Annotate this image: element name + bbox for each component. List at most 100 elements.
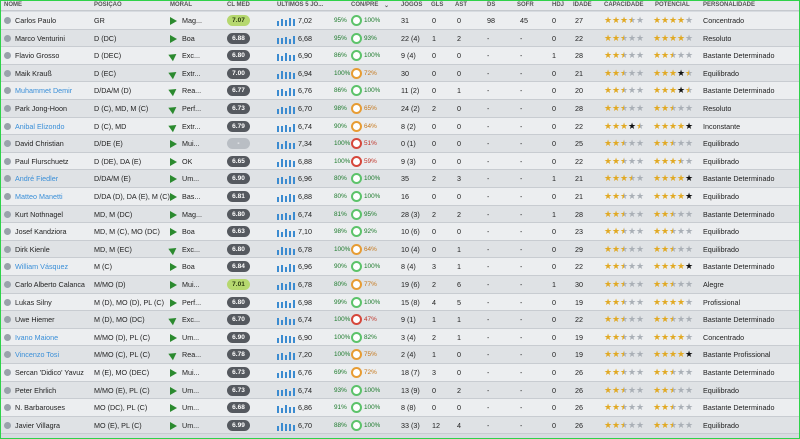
- form-bars-icon: [277, 333, 297, 343]
- recent-average: 7,02: [298, 16, 312, 25]
- star-icon: ★: [677, 419, 685, 430]
- table-row[interactable]: Park Jong-Hoon D (C), MD, M (C) Perf... 6.7…: [1, 100, 799, 118]
- star-icon: ★: [604, 402, 612, 413]
- form-bar: [277, 373, 279, 378]
- player-name[interactable]: Javier Villagra: [15, 420, 61, 430]
- table-row[interactable]: David Christian D/DE (E) Mui... - 7,34 100% 51…: [1, 135, 799, 153]
- player-name[interactable]: Anibal Elizondo: [15, 121, 65, 131]
- player-name[interactable]: Maik Krauß: [15, 68, 52, 78]
- col-posicao[interactable]: POSIÇÃO: [94, 2, 122, 8]
- player-name[interactable]: Sercan 'Didico' Yavuz: [15, 368, 84, 377]
- table-row[interactable]: Javier Villagra MO (E), PL (C) Um... 6.99 6,…: [1, 416, 799, 435]
- col-capacidade[interactable]: CAPACIDADE: [604, 2, 644, 8]
- star-icon: ★: [669, 226, 677, 237]
- col-nome[interactable]: NOME: [4, 2, 22, 8]
- table-row[interactable]: Matteo Manetti D/DA (D), DA (E), M (C) Bas…: [1, 188, 799, 206]
- star-icon: ★: [677, 349, 685, 360]
- player-name[interactable]: Paul Flurschuetz: [15, 156, 69, 166]
- table-row[interactable]: Muhammet Demir D/DA/M (D) Rea... 6.77 6,76 86…: [1, 82, 799, 100]
- player-name[interactable]: Marco Venturini: [15, 33, 65, 43]
- player-of-match: 1: [552, 174, 556, 184]
- col-potencial[interactable]: POTENCIAL: [655, 2, 690, 8]
- table-row[interactable]: Carlo Alberto Calanca M/MO (D) Mui... 7.01 6…: [1, 276, 799, 294]
- col-ultimos[interactable]: ÚLTIMOS 5 JO...: [277, 2, 324, 8]
- table-row[interactable]: Sercan 'Didico' Yavuz M (E), MO (DEC) Mui.…: [1, 364, 799, 382]
- clean-sheets: -: [487, 403, 490, 413]
- player-name[interactable]: Matteo Manetti: [15, 192, 63, 201]
- table-row[interactable]: William Vásquez M (C) Boa 6.84 6,96 90% 100% 8 …: [1, 258, 799, 276]
- col-idade[interactable]: IDADE: [573, 2, 592, 8]
- star-icon: ★: [604, 243, 612, 254]
- table-row[interactable]: Vincenzo Tosi M/MO (C), PL (C) Rea... 6.78 7…: [1, 346, 799, 364]
- table-row[interactable]: Maik Krauß D (EC) Extr... 7.00 6,94 100% 72% 30…: [1, 64, 799, 83]
- sort-chevron-icon[interactable]: ⌄: [384, 3, 390, 9]
- player-name[interactable]: Muhammet Demir: [15, 86, 73, 96]
- col-hdj[interactable]: HDJ: [552, 2, 565, 8]
- table-row[interactable]: Uwe Hiemer M (D), MO (DC) Exc... 6.70 6,74 10…: [1, 311, 799, 329]
- player-name[interactable]: André Fiedler: [15, 174, 59, 184]
- star-icon: ★: [661, 331, 669, 342]
- star-icon: ★: [604, 384, 612, 395]
- form-bar: [281, 232, 283, 238]
- personality: Equilibrado: [703, 244, 739, 254]
- col-jogos[interactable]: JOGOS: [401, 2, 423, 8]
- star-icon: ★: [620, 138, 628, 149]
- player-name[interactable]: Lukas Silny: [15, 297, 52, 307]
- player-name[interactable]: Dirk Kienle: [15, 244, 50, 254]
- player-name[interactable]: Peter Ehrlich: [15, 385, 57, 395]
- age: 25: [575, 139, 583, 149]
- star-icon: ★: [620, 120, 628, 131]
- col-conpre[interactable]: CON/PRE: [351, 2, 379, 8]
- col-clmed[interactable]: CL MED: [227, 2, 250, 8]
- condition-ring-icon: [351, 32, 362, 44]
- player-name[interactable]: Josef Kandziora: [15, 227, 67, 237]
- player-name[interactable]: Kurt Nothnagel: [15, 209, 63, 219]
- player-name[interactable]: Carlo Alberto Calanca: [15, 280, 85, 289]
- table-row[interactable]: Peter Ehrlich M/MO (E), PL (C) Um... 6.73 6,…: [1, 381, 799, 400]
- personality: Equilibrado: [703, 385, 739, 395]
- col-ast[interactable]: AST: [455, 2, 467, 8]
- col-moral[interactable]: MORAL: [170, 2, 192, 8]
- player-name[interactable]: Flavio Grosso: [15, 51, 60, 61]
- match-sharpness-value: 51%: [364, 140, 377, 148]
- col-sofr[interactable]: SOFR: [517, 2, 534, 8]
- player-name[interactable]: Uwe Hiemer: [15, 315, 55, 325]
- form-bars-icon: [277, 315, 297, 326]
- table-row[interactable]: André Fiedler D/DA/M (E) Um... 6.90 6,96 80% 1…: [1, 170, 799, 188]
- player-name[interactable]: N. Barbarouses: [15, 403, 65, 413]
- rating-badge: 6.65: [227, 155, 250, 167]
- form-bar: [293, 211, 295, 220]
- morale-arrow-icon: [168, 314, 179, 326]
- table-row[interactable]: Lukas Silny M (D), MO (D), PL (C) Perf... 6…: [1, 293, 799, 312]
- player-name[interactable]: Park Jong-Hoon: [15, 104, 67, 113]
- table-row[interactable]: Anibal Elizondo D (C), MD Extr... 6.79 6,74 9…: [1, 117, 799, 136]
- form-bar: [289, 352, 291, 361]
- player-name[interactable]: Vincenzo Tosi: [15, 350, 60, 360]
- age: 26: [575, 385, 583, 395]
- rating-badge: 6.80: [227, 208, 250, 220]
- col-personalidade[interactable]: PERSONALIDADE: [703, 2, 756, 8]
- col-gls[interactable]: GLS: [431, 2, 444, 8]
- player-name[interactable]: Ivano Maione: [15, 332, 59, 342]
- table-row[interactable]: Paul Flurschuetz D (DE), DA (E) OK 6.65 6,88…: [1, 152, 799, 171]
- player-name[interactable]: William Vásquez: [15, 262, 69, 272]
- age: 26: [575, 403, 583, 413]
- match-sharpness-value: 93%: [364, 34, 377, 42]
- form-bar: [289, 231, 291, 238]
- form-bars-icon: [277, 386, 297, 396]
- col-ds[interactable]: DS: [487, 2, 496, 8]
- condition-ring-icon: [351, 349, 362, 361]
- form-bar: [277, 54, 279, 62]
- age: 19: [575, 332, 583, 342]
- table-row[interactable]: Flavio Grosso D (DEC) Exc... 6.80 6,90 86% 100…: [1, 47, 799, 65]
- morale-arrow-icon: [170, 298, 177, 307]
- table-row[interactable]: Dirk Kienle MD, M (EC) Exc... 6.80 6,78 100% 6…: [1, 240, 799, 259]
- table-row[interactable]: Kurt Nothnagel MD, M (DC) Mag... 6.80 6,74 81…: [1, 205, 799, 224]
- player-name[interactable]: David Christian: [15, 139, 64, 149]
- table-row[interactable]: N. Barbarouses MO (DC), PL (C) Um... 6.68 6,…: [1, 399, 799, 417]
- table-row[interactable]: Carlos Paulo GR Mag... 7.07 7,02 95% 100% 31 0 0 9…: [1, 12, 799, 30]
- table-row[interactable]: Marco Venturini D (DC) Boa 6.88 6,68 95% 93% 22…: [1, 29, 799, 48]
- player-name[interactable]: Carlos Paulo: [15, 16, 57, 25]
- table-row[interactable]: Josef Kandziora MD, M (C), MO (DC) Boa 6.63…: [1, 223, 799, 241]
- table-row[interactable]: Ivano Maione M/MO (D), PL (C) Um... 6.90 6,9…: [1, 328, 799, 347]
